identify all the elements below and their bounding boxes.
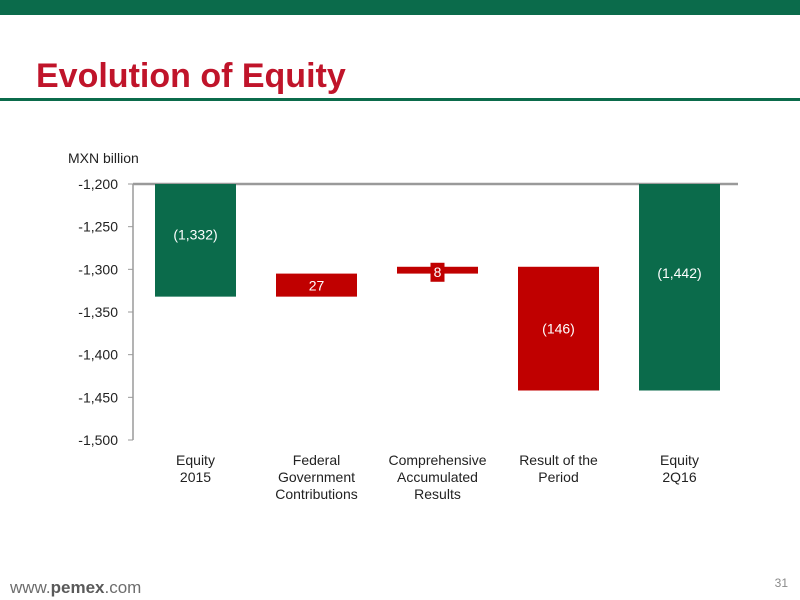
category-label: Equity <box>176 452 215 468</box>
y-axis-unit-label: MXN billion <box>68 150 139 166</box>
category-label: Federal <box>293 452 340 468</box>
footer-url-brand: pemex <box>50 578 105 597</box>
waterfall-bar <box>518 266 599 391</box>
footer-url[interactable]: www.pemex.com <box>10 578 141 598</box>
y-tick-label: -1,200 <box>78 176 118 192</box>
chart-axes: -1,200 -1,250 -1,300 -1,350 -1,400 -1,450 -1,5… <box>78 176 738 448</box>
category-label: 2Q16 <box>662 469 696 485</box>
title-divider <box>0 98 800 101</box>
category-label: Government <box>278 469 355 485</box>
category-label: Comprehensive <box>388 452 486 468</box>
y-tick-label: -1,450 <box>78 389 118 405</box>
top-accent-bar <box>0 0 800 15</box>
category-label: Equity <box>660 452 699 468</box>
y-tick-label: -1,400 <box>78 347 118 363</box>
chart-data-labels: (1,332) 27 8 (146) (1,442) <box>173 227 701 337</box>
category-label: 2015 <box>180 469 211 485</box>
category-label: Result of the <box>519 452 598 468</box>
category-label: Accumulated <box>397 469 478 485</box>
category-label: Period <box>538 469 578 485</box>
y-tick-label: -1,250 <box>78 219 118 235</box>
category-label: Results <box>414 486 461 502</box>
category-label: Contributions <box>275 486 358 502</box>
chart-bars <box>155 184 720 391</box>
data-label: (146) <box>542 321 575 337</box>
y-tick-label: -1,350 <box>78 304 118 320</box>
waterfall-bar <box>155 184 236 297</box>
y-tick-label: -1,300 <box>78 261 118 277</box>
page-number: 31 <box>774 576 788 590</box>
footer-url-prefix: www. <box>10 578 51 597</box>
waterfall-bar <box>639 184 720 391</box>
slide-title: Evolution of Equity <box>36 57 346 95</box>
data-label-box <box>430 262 445 282</box>
chart-category-labels: Equity2015FederalGovernmentContributions… <box>176 452 699 502</box>
waterfall-bar <box>276 273 357 297</box>
data-label: 27 <box>309 278 325 294</box>
data-label: 8 <box>434 264 442 280</box>
data-label: (1,332) <box>173 227 217 243</box>
y-tick-label: -1,500 <box>78 432 118 448</box>
data-label: (1,442) <box>657 265 701 281</box>
footer-url-suffix: .com <box>104 578 142 597</box>
